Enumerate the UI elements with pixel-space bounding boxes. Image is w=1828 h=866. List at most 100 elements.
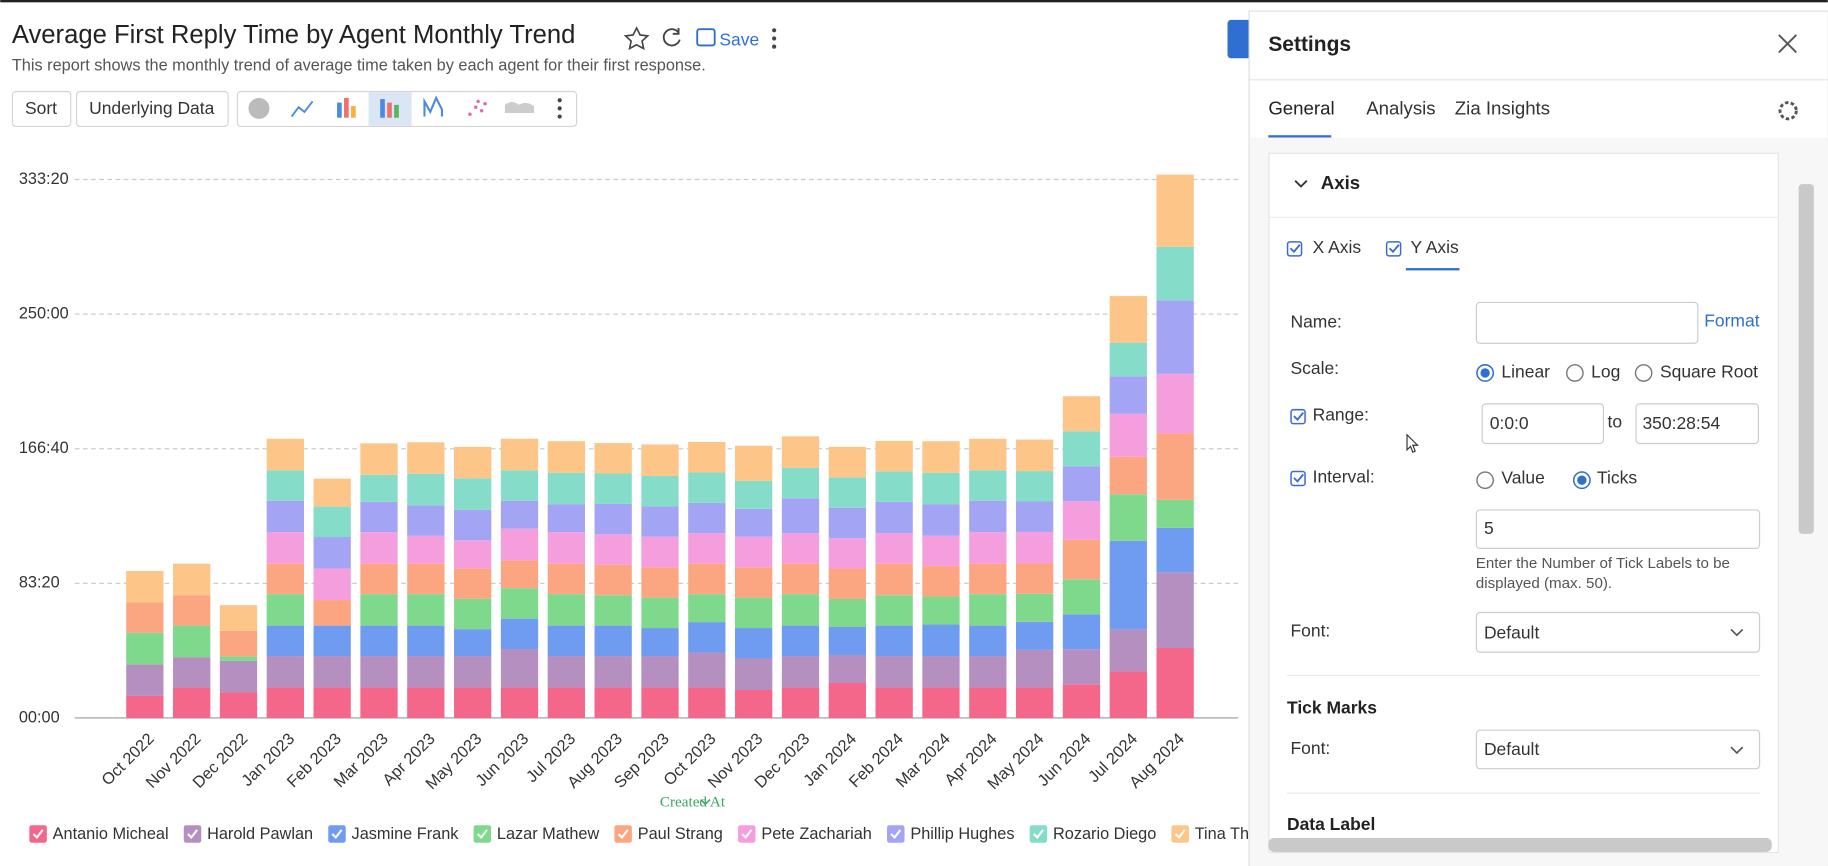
bar-segment[interactable] <box>1156 246 1194 301</box>
tick-font-select[interactable] <box>1475 729 1761 770</box>
bar-segment[interactable] <box>594 503 632 535</box>
bar-segment[interactable] <box>969 594 1007 626</box>
bar-segment[interactable] <box>875 471 913 502</box>
bar-segment[interactable] <box>500 588 539 619</box>
legend-label[interactable]: Lazar Mathew <box>497 825 600 843</box>
bar-segment[interactable] <box>407 656 445 688</box>
bar-segment[interactable] <box>1015 439 1054 472</box>
legend-swatch[interactable] <box>887 825 905 843</box>
bar-segment[interactable] <box>1062 539 1101 580</box>
bar-segment[interactable] <box>454 568 492 599</box>
legend-swatch[interactable] <box>473 825 492 843</box>
bar-segment[interactable] <box>781 563 820 595</box>
bar-segment[interactable] <box>407 687 445 718</box>
bar-segment[interactable] <box>360 594 398 626</box>
bar-segment[interactable] <box>500 687 539 718</box>
bar-segment[interactable] <box>266 656 304 688</box>
bar-segment[interactable] <box>266 438 304 471</box>
legend-swatch[interactable] <box>328 825 346 843</box>
stacked-chart-icon[interactable] <box>380 99 399 118</box>
bar-segment[interactable] <box>594 473 632 504</box>
bar-segment[interactable] <box>735 689 773 718</box>
bar-segment[interactable] <box>781 436 820 468</box>
bar-segment[interactable] <box>126 570 164 603</box>
bar-segment[interactable] <box>454 540 492 569</box>
bar-segment[interactable] <box>500 649 539 688</box>
x-axis-checkbox[interactable] <box>1286 241 1303 257</box>
bar-segment[interactable] <box>781 467 820 499</box>
bar-segment[interactable] <box>454 446 492 479</box>
bar-segment[interactable] <box>1015 531 1054 564</box>
bar-segment[interactable] <box>922 504 960 536</box>
save-button[interactable]: Save <box>719 29 759 49</box>
bar-segment[interactable] <box>641 506 679 537</box>
bar-segment[interactable] <box>641 628 679 657</box>
bar-segment[interactable] <box>1015 563 1054 594</box>
bar-segment[interactable] <box>1062 649 1101 685</box>
bar-segment[interactable] <box>126 602 164 633</box>
bar-segment[interactable] <box>1156 527 1194 573</box>
bar-segment[interactable] <box>219 692 258 718</box>
bar-segment[interactable] <box>735 480 773 509</box>
bar-segment[interactable] <box>219 656 258 661</box>
radio-value[interactable] <box>1476 471 1494 490</box>
chart-more-icon[interactable] <box>557 98 562 119</box>
bar-segment[interactable] <box>173 687 211 718</box>
refresh-icon[interactable] <box>662 27 681 47</box>
bar-segment[interactable] <box>219 605 258 631</box>
bar-segment[interactable] <box>922 441 960 473</box>
bar-segment[interactable] <box>641 656 679 688</box>
bar-segment[interactable] <box>922 596 960 625</box>
legend-swatch[interactable] <box>29 825 47 843</box>
legend-label[interactable]: Phillip Hughes <box>910 825 1014 843</box>
bar-segment[interactable] <box>266 532 304 564</box>
bar-segment[interactable] <box>969 500 1007 533</box>
bar-segment[interactable] <box>1109 629 1147 672</box>
bar-segment[interactable] <box>1156 174 1194 247</box>
bar-segment[interactable] <box>407 505 445 536</box>
bar-segment[interactable] <box>688 563 726 595</box>
bar-segment[interactable] <box>735 597 773 629</box>
bar-segment[interactable] <box>781 533 820 564</box>
bar-segment[interactable] <box>781 625 820 657</box>
bar-segment[interactable] <box>454 478 492 510</box>
bar-segment[interactable] <box>266 687 304 718</box>
bar-segment[interactable] <box>454 509 492 541</box>
range-checkbox[interactable] <box>1290 408 1306 425</box>
bar-segment[interactable] <box>407 625 445 657</box>
y-axis-option[interactable]: Y Axis <box>1411 237 1459 257</box>
bar-segment[interactable] <box>1109 456 1147 495</box>
bar-segment[interactable] <box>875 440 913 472</box>
bar-segment[interactable] <box>407 594 445 626</box>
bar-segment[interactable] <box>594 534 632 565</box>
bar-segment[interactable] <box>1109 494 1147 541</box>
interval-checkbox[interactable] <box>1290 470 1306 487</box>
legend-label[interactable]: Antanio Micheal <box>53 825 169 843</box>
more-icon[interactable] <box>772 28 777 49</box>
bar-segment[interactable] <box>922 624 960 657</box>
x-axis-title[interactable]: Created At <box>660 794 726 811</box>
bar-segment[interactable] <box>454 687 492 718</box>
bar-segment[interactable] <box>126 695 164 718</box>
bar-segment[interactable] <box>641 687 679 718</box>
bar-segment[interactable] <box>1156 300 1194 374</box>
bar-segment[interactable] <box>922 535 960 567</box>
gear-icon[interactable] <box>1778 101 1798 121</box>
y-axis-checkbox[interactable] <box>1385 241 1402 257</box>
bar-segment[interactable] <box>969 687 1007 718</box>
bar-segment[interactable] <box>407 473 445 506</box>
bar-segment[interactable] <box>126 632 164 665</box>
bar-segment[interactable] <box>500 618 539 650</box>
bar-segment[interactable] <box>594 656 632 688</box>
tab-analysis[interactable]: Analysis <box>1366 97 1435 118</box>
bar-segment[interactable] <box>969 470 1007 501</box>
bar-segment[interactable] <box>219 660 258 693</box>
bar-segment[interactable] <box>547 504 585 533</box>
bar-segment[interactable] <box>500 560 539 589</box>
bar-segment[interactable] <box>1015 687 1054 718</box>
bar-segment[interactable] <box>735 445 773 481</box>
bar-segment[interactable] <box>969 563 1007 595</box>
bar-segment[interactable] <box>922 566 960 597</box>
bar-segment[interactable] <box>500 500 539 529</box>
bar-chart-icon[interactable] <box>337 97 356 118</box>
